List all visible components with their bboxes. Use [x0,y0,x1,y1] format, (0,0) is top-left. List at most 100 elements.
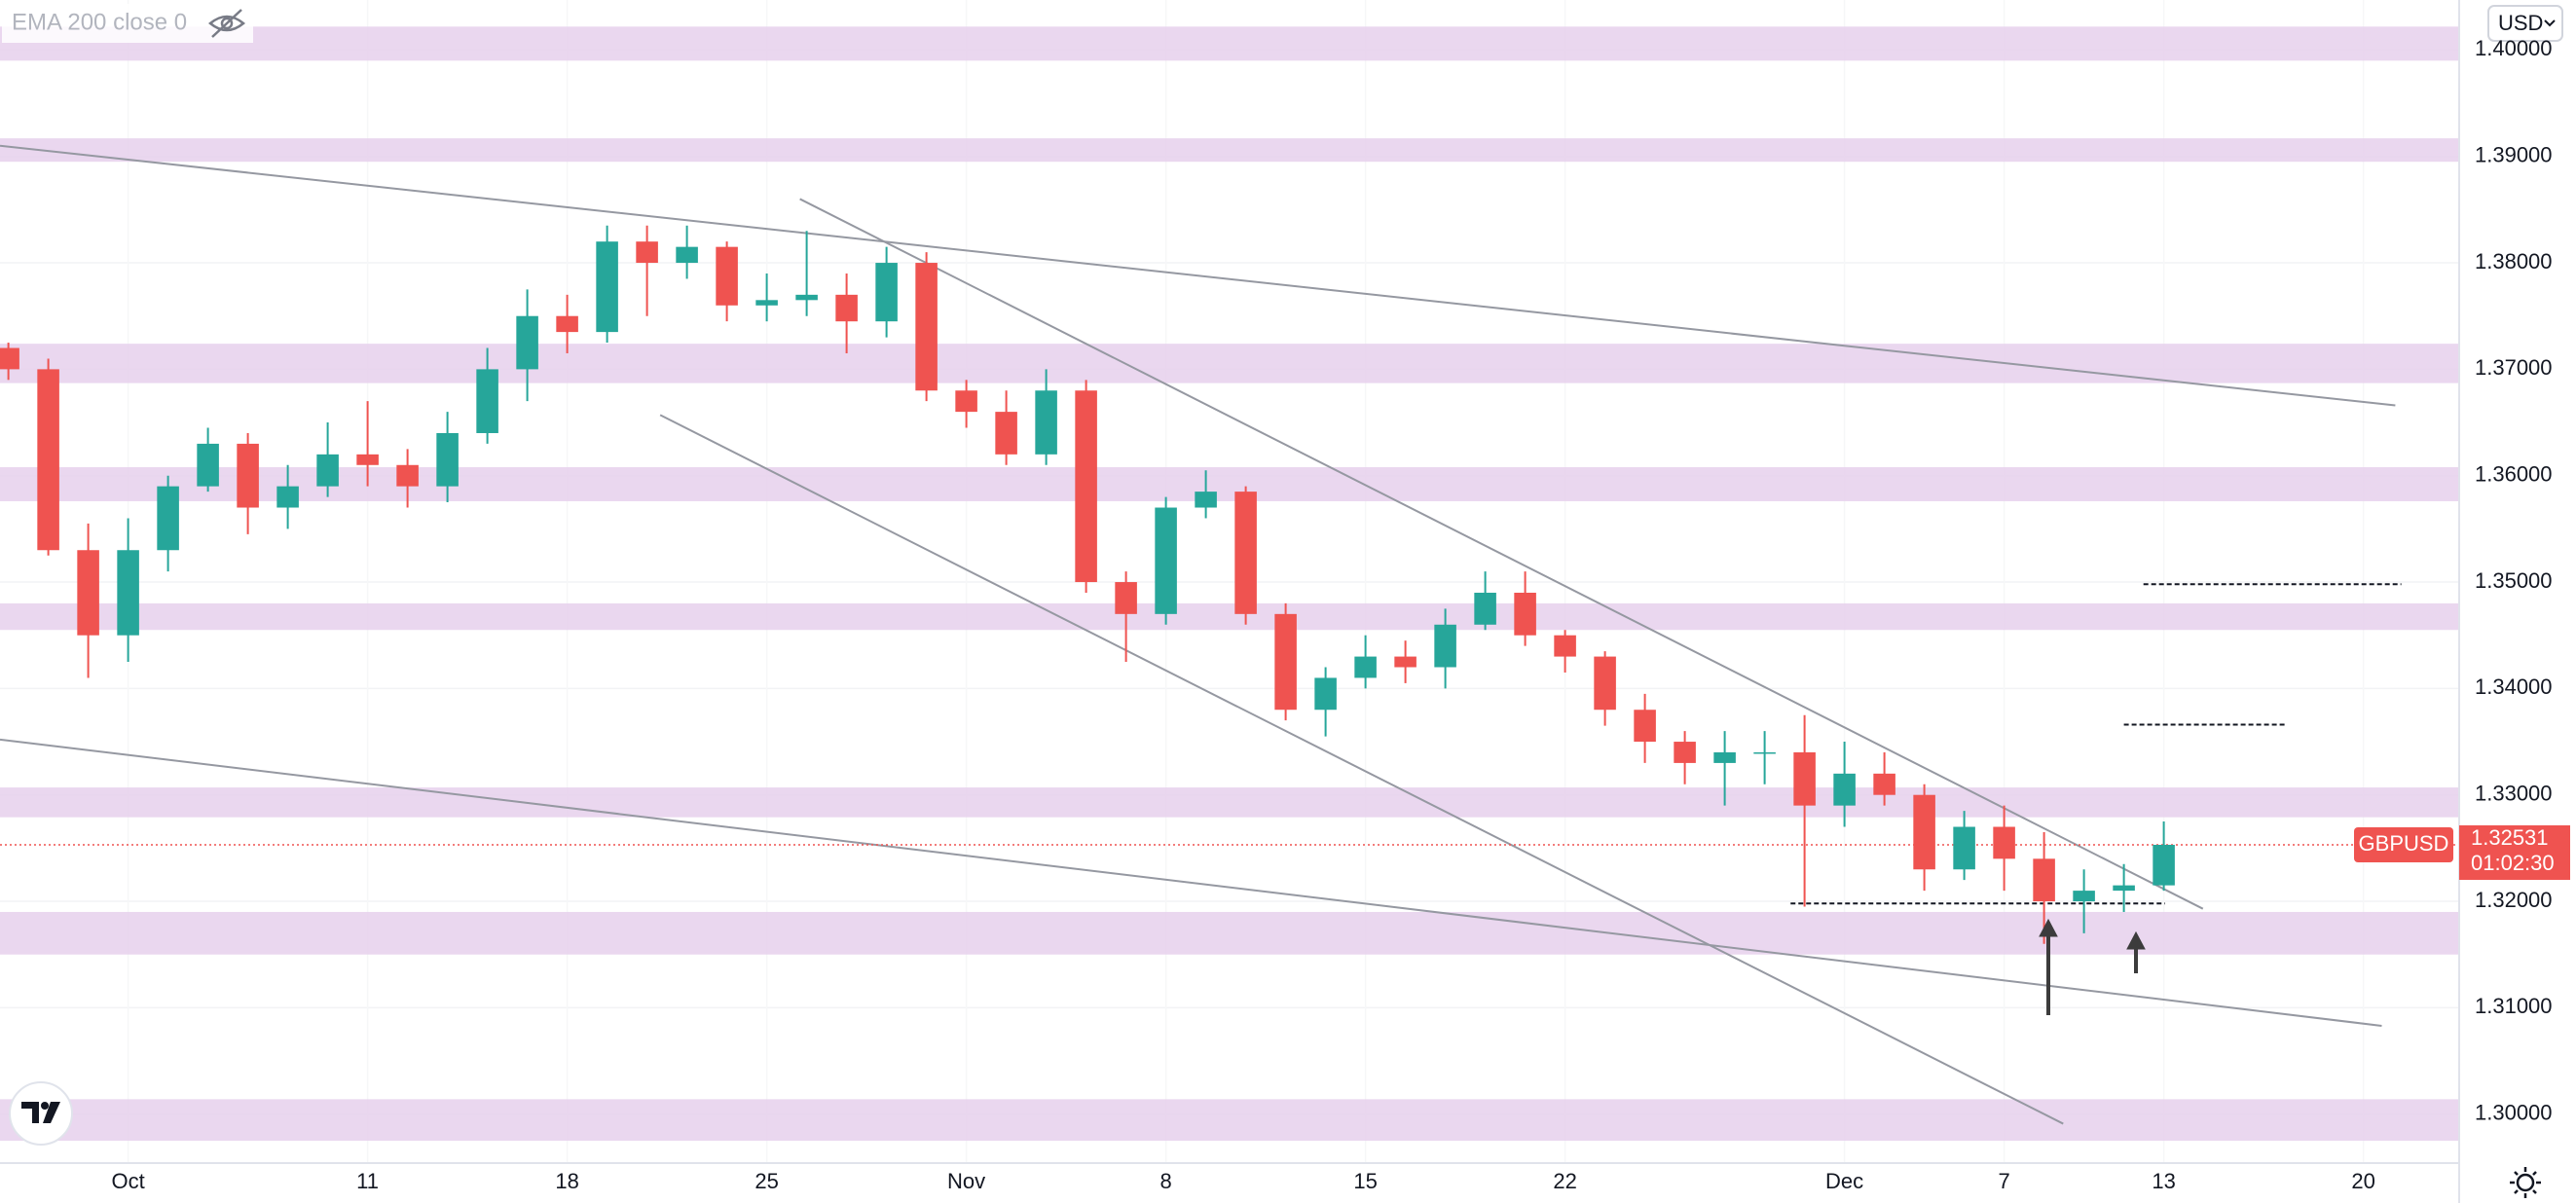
candle-body [77,550,99,636]
dropdown-caret [2544,19,2556,27]
candle-body [396,464,419,487]
x-tick-label: Oct [111,1169,144,1193]
candle-body [1274,613,1297,711]
candle-body [1753,751,1776,754]
zone [0,602,2459,631]
candle-body [37,369,59,551]
candle-body [1514,592,1536,636]
candle-body [157,486,179,551]
x-tick-label: Nov [947,1169,985,1193]
candle-body [316,454,339,487]
candle-body [476,369,498,433]
y-tick-label: 1.32000 [2475,888,2553,912]
currency-label: USD [2498,11,2543,35]
candle-body [1195,492,1217,508]
candle-body [636,241,658,264]
zone [0,26,2459,61]
candle-body [2153,844,2175,886]
candle-body [1913,794,1935,870]
candle-body [955,390,977,413]
x-tick-label: 13 [2152,1169,2175,1193]
candle-body [716,246,738,306]
candle-body [117,550,139,636]
candle-body [1953,826,1975,870]
zone [0,138,2459,163]
y-tick-label: 1.37000 [2475,355,2553,380]
candle-body [1674,742,1696,763]
candle-body [596,241,618,333]
candle-body [1394,656,1417,668]
candle-body [556,315,578,333]
candle-body [1474,592,1496,625]
x-tick-label: 22 [1553,1169,1576,1193]
zone [0,466,2459,501]
candle-body [516,315,538,370]
tradingview-logo[interactable] [9,1081,73,1146]
visibility-icon[interactable] [208,9,245,38]
trendline [799,198,2204,910]
candle-body [1035,390,1057,455]
y-tick-label: 1.36000 [2475,462,2553,487]
candle-body [1833,773,1856,806]
last-price-label: 1.32531 [2471,825,2549,850]
zone [0,787,2459,818]
x-tick-label: 25 [754,1169,778,1193]
candle-body [2113,885,2135,892]
x-tick-label: 15 [1353,1169,1377,1193]
trendline [659,414,2064,1125]
candle-body [1075,390,1097,583]
candle-body [1634,710,1656,743]
price-badge [2459,824,2570,880]
candle-body [1115,582,1137,614]
y-tick-label: 1.31000 [2475,994,2553,1018]
x-tick-label: 7 [1998,1169,2009,1193]
countdown-label: 01:02:30 [2471,851,2555,875]
y-tick-label: 1.30000 [2475,1101,2553,1125]
candle-body [795,294,818,301]
candle-body [2033,858,2055,902]
candle-body [2073,891,2095,902]
candle-body [676,246,698,264]
candle-body [875,263,898,322]
candle-body [995,412,1017,455]
trendline [0,144,2396,407]
zone [0,1099,2459,1142]
candle-body [436,432,459,487]
currency-button[interactable] [2487,5,2563,42]
indicator-label: EMA 200 close 0 [12,9,187,35]
y-tick-label: 1.40000 [2475,36,2553,60]
candle-body [1155,507,1177,614]
y-tick-label: 1.34000 [2475,674,2553,699]
candle-body [0,347,19,370]
candle-body [1314,677,1337,711]
x-tick-label: 8 [1159,1169,1171,1193]
symbol-badge [2354,826,2453,862]
plot-area [0,26,2459,1142]
candle-body [1793,751,1816,806]
candle-body [237,443,259,508]
x-tick-label: 11 [356,1169,379,1193]
settings-icon[interactable] [2510,1167,2541,1198]
candle-body [1554,635,1576,657]
candle-body [356,454,379,465]
candle-body [1993,826,2015,859]
candle-body [1434,624,1456,668]
trendline [0,738,2382,1027]
y-tick-label: 1.38000 [2475,249,2553,273]
arrow-annotation [2039,918,2146,1015]
y-tick-label: 1.35000 [2475,568,2553,593]
candle-body [276,486,299,508]
y-tick-label: 1.33000 [2475,782,2553,806]
candle-body [835,294,858,322]
x-tick-label: Dec [1825,1169,1863,1193]
candle-body [1594,656,1616,711]
y-tick-label: 1.39000 [2475,143,2553,167]
candle-body [915,263,938,391]
candle-body [1713,751,1736,763]
zone [0,911,2459,955]
x-tick-label: 18 [555,1169,578,1193]
zone [0,344,2459,383]
